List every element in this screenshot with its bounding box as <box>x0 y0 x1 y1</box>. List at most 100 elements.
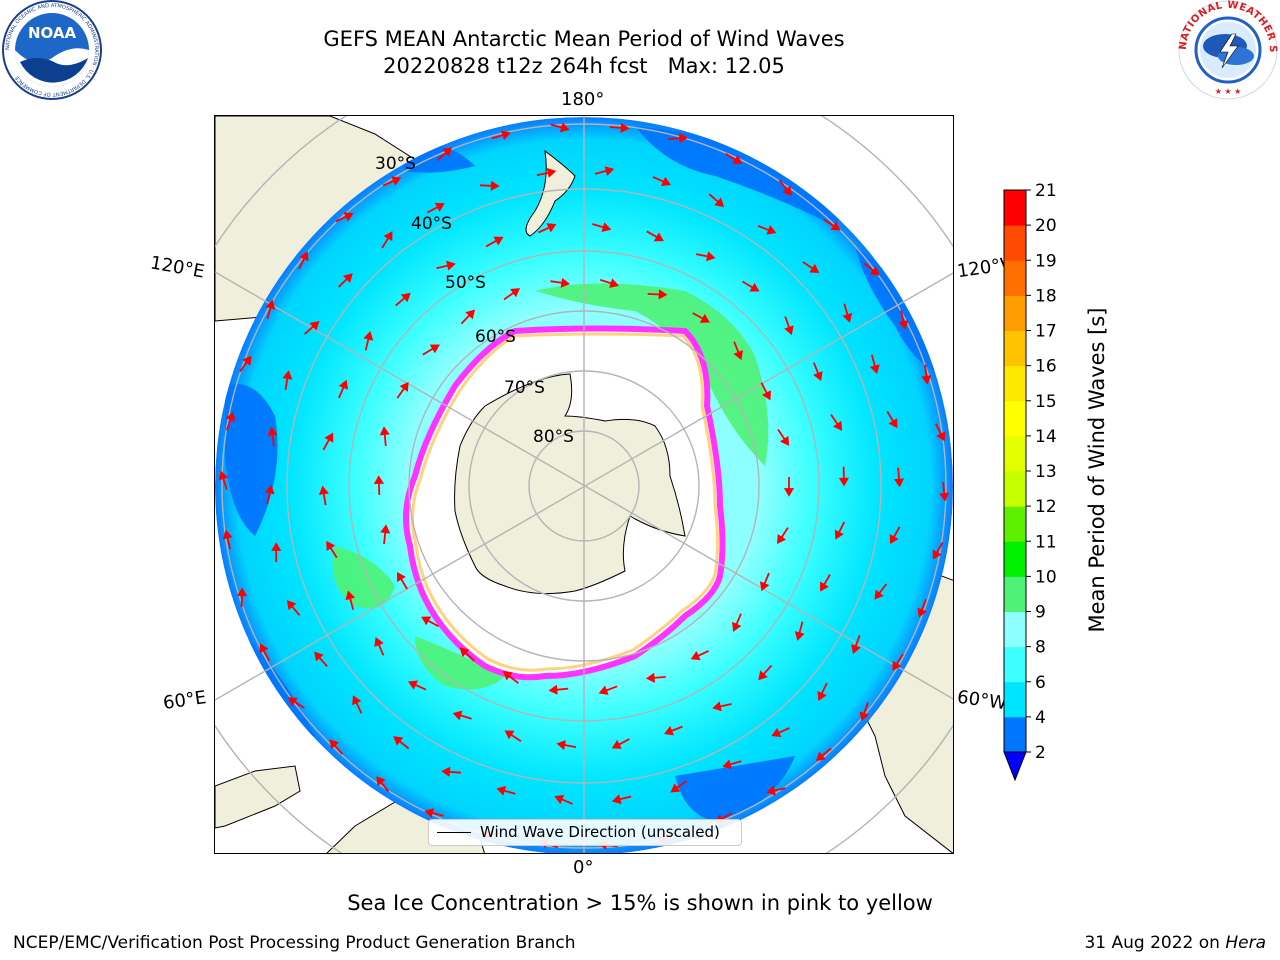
wind-wave-arrow <box>733 341 743 361</box>
colorbar-tick-label: 12 <box>1035 497 1057 517</box>
wind-wave-arrow <box>218 470 229 490</box>
wind-wave-arrow <box>298 251 309 270</box>
map-panel: 30°S 40°S 50°S 60°S 70°S 80°S Wind Wave … <box>214 115 954 854</box>
wind-wave-arrow <box>759 572 770 592</box>
wind-wave-arrow <box>436 260 456 271</box>
wind-wave-arrow <box>778 179 792 196</box>
noaa-logo-text: NOAA <box>28 24 77 42</box>
wind-wave-arrow <box>609 122 630 133</box>
colorbar-tick-label: 4 <box>1035 708 1046 728</box>
low-period-patches <box>225 126 945 821</box>
colorbar-tick-label: 13 <box>1035 462 1057 482</box>
legend-label: Wind Wave Direction (unscaled) <box>480 823 720 841</box>
wind-wave-arrow <box>485 236 504 248</box>
wind-wave-arrow <box>502 670 519 684</box>
lon-label-180: 180° <box>561 89 605 110</box>
chart-subtitle: 20220828 t12z 264h fcst Max: 12.05 <box>383 54 785 78</box>
wind-wave-arrow <box>326 540 338 559</box>
colorbar-tick-label: 19 <box>1035 251 1057 271</box>
wind-wave-arrow <box>670 780 688 793</box>
wind-wave-arrow <box>536 167 557 178</box>
wind-wave-arrow <box>338 379 348 399</box>
wind-wave-arrow <box>374 637 385 656</box>
lat-label-30s: 30°S <box>375 154 416 174</box>
wind-wave-arrow <box>318 485 329 506</box>
colorbar-tick-label: 9 <box>1035 603 1046 623</box>
wind-wave-arrow <box>225 411 236 431</box>
wind-wave-arrow <box>758 664 773 681</box>
colorbar-segment <box>1004 716 1026 753</box>
wind-wave-arrow <box>556 740 577 751</box>
colorbar-tick-label: 10 <box>1035 567 1057 587</box>
wind-wave-arrow <box>830 413 843 431</box>
lat-label-60s: 60°S <box>475 327 516 347</box>
wind-wave-arrow <box>381 231 393 249</box>
wind-wave-arrow <box>395 292 411 307</box>
wind-wave-arrow <box>921 364 932 385</box>
wind-wave-arrow <box>452 710 472 721</box>
colorbar-segment <box>1004 435 1026 472</box>
wind-wave-arrow <box>766 785 786 796</box>
wind-wave-arrow <box>236 587 248 608</box>
colorbar-segment <box>1004 681 1026 718</box>
wind-wave-arrow <box>783 477 795 497</box>
wind-wave-arrow <box>424 808 444 819</box>
wind-wave-arrow <box>287 697 305 709</box>
wind-wave-arrow <box>329 739 344 755</box>
colorbar-tick-label: 18 <box>1035 286 1057 306</box>
wind-wave-arrow <box>422 344 440 356</box>
colorbar-tick-label: 16 <box>1035 357 1057 377</box>
wind-wave-arrow <box>893 467 905 488</box>
wind-wave-arrow <box>393 736 410 750</box>
colorbar-tick-label: 15 <box>1035 392 1057 412</box>
wind-wave-arrow <box>491 130 511 141</box>
chart-title: GEFS MEAN Antarctic Mean Period of Wind … <box>323 27 845 51</box>
wind-wave-arrow <box>376 776 390 793</box>
wind-wave-arrow <box>335 212 354 223</box>
wind-wave-arrow <box>646 230 664 242</box>
footer-date: 31 Aug 2022 on Hera <box>1084 933 1266 953</box>
lon-label-0: 0° <box>573 857 594 878</box>
colorbar: 2 4 6 8 9 10 11 12 13 14 15 16 17 18 19 20 21 <box>1003 181 1057 782</box>
wind-wave-arrow <box>869 354 880 375</box>
lon-label-120e: 120°E <box>148 252 207 283</box>
wind-wave-arrow <box>802 261 820 273</box>
colorbar-title: Mean Period of Wind Waves [s] <box>1085 307 1109 633</box>
polar-map: 30°S 40°S 50°S 60°S 70°S 80°S <box>215 116 953 853</box>
colorbar-segment <box>1004 260 1026 296</box>
wind-wave-arrow <box>459 647 475 662</box>
wind-wave-arrow <box>760 382 771 401</box>
wind-wave-arrow <box>776 527 789 544</box>
wind-wave-arrow <box>264 484 275 505</box>
wind-wave-arrow <box>611 794 632 805</box>
wind-wave-arrow <box>647 289 668 300</box>
wind-wave-arrow <box>708 193 725 208</box>
wind-wave-arrow <box>668 133 688 144</box>
wind-wave-arrow <box>504 730 522 742</box>
colorbar-tick-label: 20 <box>1035 216 1057 236</box>
colorbar-tick-label: 21 <box>1035 181 1057 201</box>
new-zealand <box>525 149 576 237</box>
wind-wave-arrows <box>218 122 950 850</box>
wind-wave-arrow <box>373 475 384 496</box>
nws-logo: NATIONAL WEATHER SERVICE ★ ★ ★ <box>1176 0 1278 100</box>
wind-wave-arrow <box>496 785 516 796</box>
wind-wave-arrow <box>286 600 301 616</box>
wind-wave-arrow <box>851 635 861 654</box>
wind-wave-arrow <box>664 725 683 736</box>
wind-wave-arrow <box>304 321 320 335</box>
wind-wave-arrow <box>645 672 666 683</box>
wind-wave-arrow <box>345 590 356 610</box>
colorbar-segment <box>1004 365 1026 402</box>
wind-wave-arrow <box>282 370 293 390</box>
wind-wave-arrow <box>397 571 408 590</box>
wind-wave-arrow <box>407 680 427 691</box>
colorbar-tick-label: 11 <box>1035 532 1057 552</box>
lat-label-40s: 40°S <box>411 214 452 234</box>
wind-wave-arrow <box>337 273 353 288</box>
wind-wave-arrow <box>503 288 521 301</box>
wind-wave-arrow <box>265 299 276 320</box>
wind-wave-arrow <box>794 621 805 641</box>
wind-wave-arrow <box>599 278 620 288</box>
wind-wave-arrow <box>550 277 570 288</box>
